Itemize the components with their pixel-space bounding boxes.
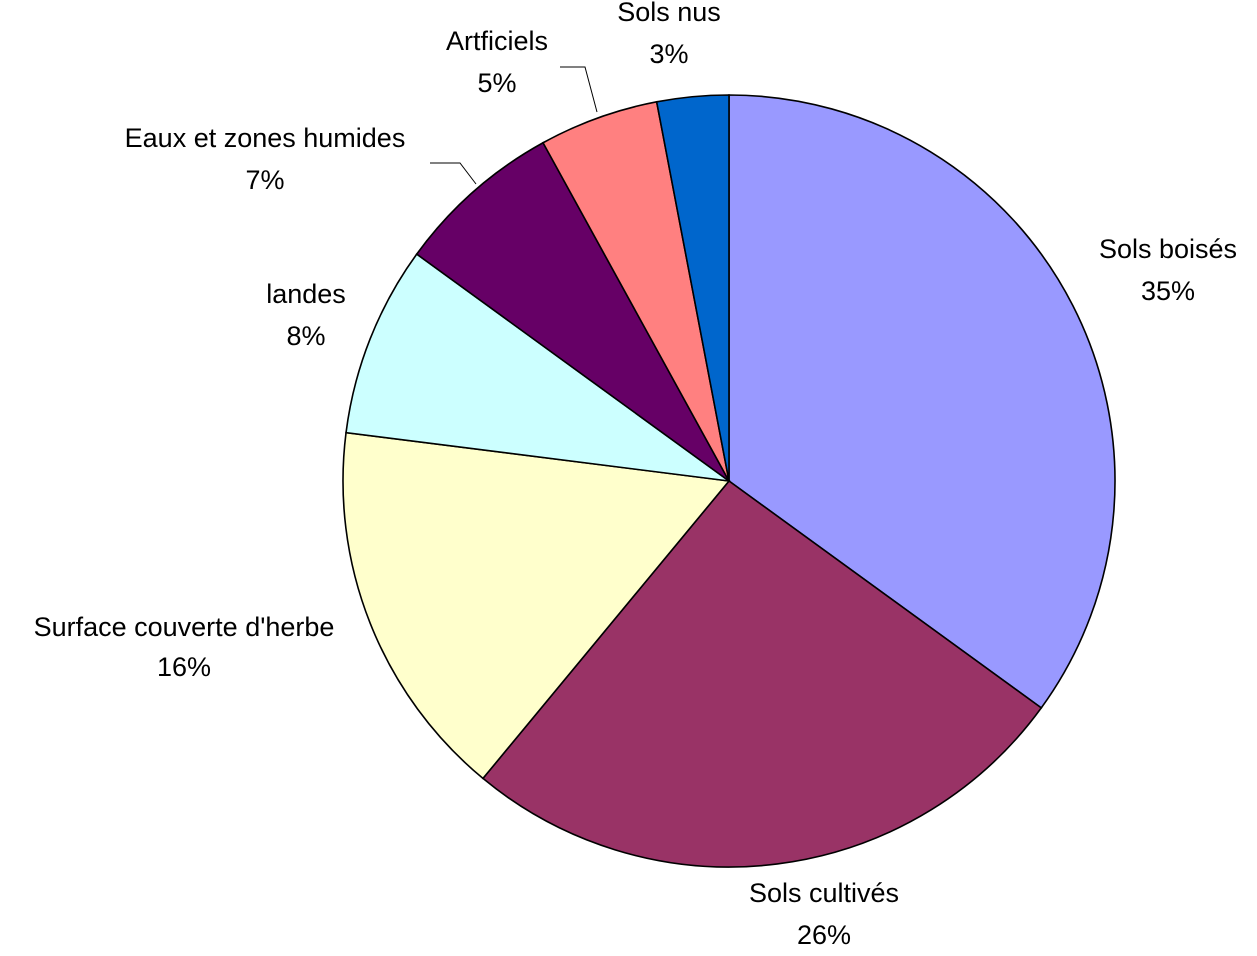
slice-value-label-artficiels: 5% bbox=[477, 68, 516, 98]
pie-slice-sols-boises bbox=[728, 94, 1116, 710]
slice-label-sols-boises: Sols boisés bbox=[1099, 234, 1237, 264]
slice-label-surface-couverte-d-herbe: Surface couverte d'herbe bbox=[34, 612, 335, 642]
pie-slice-surface-couverte-d-herbe bbox=[342, 431, 731, 780]
slice-label-sols-cultives: Sols cultivés bbox=[749, 878, 899, 908]
pie-slice-sols-cultives bbox=[481, 479, 1043, 868]
slice-label-eaux-et-zones-humides: Eaux et zones humides bbox=[125, 123, 406, 153]
leader-line-eaux-et-zones-humides bbox=[430, 162, 477, 185]
slice-label-landes: landes bbox=[266, 279, 346, 309]
slices-layer bbox=[342, 94, 1116, 868]
slice-value-label-landes: 8% bbox=[286, 321, 325, 351]
labels-layer: Sols boisés 35% Sols cultivés 26% Surface co… bbox=[34, 0, 1237, 950]
leader-line-artficiels bbox=[560, 66, 598, 113]
slice-label-sols-nus: Sols nus bbox=[617, 0, 721, 27]
pie-slice-eaux-et-zones-humides bbox=[415, 141, 730, 482]
pie-slice-landes bbox=[345, 252, 730, 482]
leader-lines-layer bbox=[430, 66, 598, 185]
slice-value-label-surface-couverte-d-herbe: 16% bbox=[157, 652, 211, 682]
slice-value-label-sols-cultives: 26% bbox=[797, 920, 851, 950]
slice-value-label-sols-nus: 3% bbox=[649, 39, 688, 69]
slice-label-artficiels: Artficiels bbox=[446, 26, 548, 56]
slice-value-label-sols-boises: 35% bbox=[1141, 276, 1195, 306]
pie-slice-sols-nus bbox=[655, 94, 730, 482]
slice-value-label-eaux-et-zones-humides: 7% bbox=[245, 165, 284, 195]
